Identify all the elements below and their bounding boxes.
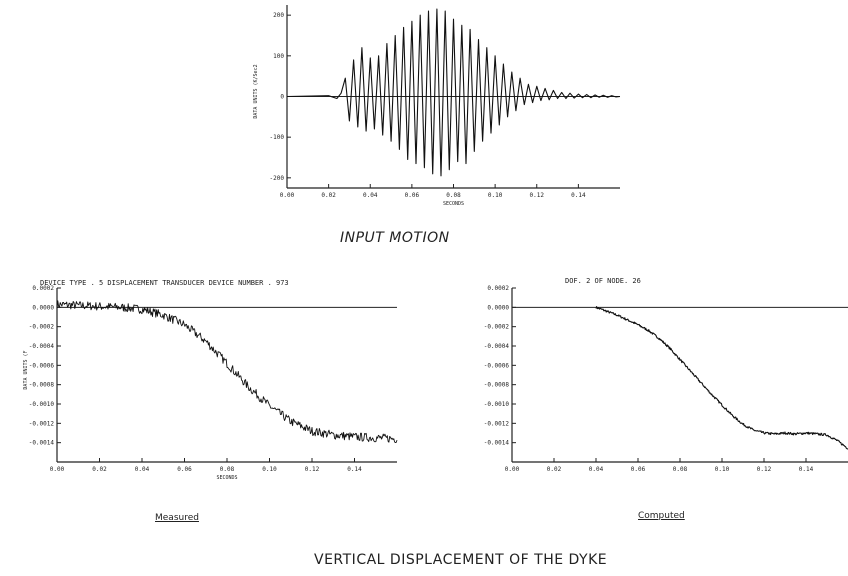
measured-x-tick-label: 0.14 (347, 466, 362, 473)
computed-y-tick-label: -0.0004 (484, 343, 510, 350)
figure-title: VERTICAL DISPLACEMENT OF THE DYKE (314, 552, 608, 568)
computed-x-tick-label: 0.00 (505, 466, 520, 473)
computed-x-tick-label: 0.06 (631, 466, 646, 473)
measured-y-axis-label: DATA UNITS (F (23, 350, 29, 389)
measured-y-tick-label: -0.0004 (29, 343, 55, 350)
computed-caption: Computed (638, 511, 685, 521)
computed-y-tick-label: -0.0002 (484, 324, 510, 331)
measured-x-axis-label: SECONDS (216, 475, 237, 481)
input-x-tick-label: 0.06 (405, 192, 420, 199)
measured-series-line (56, 300, 398, 443)
measured-caption: Measured (155, 513, 199, 523)
computed-y-tick-label: -0.0010 (484, 401, 510, 408)
input-motion-chart: 0.00 0.02 0.04 0.06 0.08 0.10 0.12 0.14 200 100 0 -… (253, 5, 621, 207)
measured-y-tick-label: 0.0002 (32, 285, 54, 292)
input-y-tick-label: 100 (273, 53, 284, 60)
measured-y-tick-label: -0.0014 (29, 440, 55, 447)
input-y-axis-label: DATA UNITS (K/Sec2 (253, 64, 259, 118)
measured-displacement-chart: 0.00 0.02 0.04 0.06 0.08 0.10 0.12 0.14 0.0002 0.… (23, 279, 398, 481)
computed-x-tick-label: 0.04 (589, 466, 604, 473)
computed-series-line (595, 306, 848, 450)
input-y-tick-label: 200 (273, 12, 284, 19)
input-x-tick-label: 0.00 (280, 192, 295, 199)
computed-y-tick-label: -0.0006 (484, 362, 510, 369)
measured-x-tick-label: 0.02 (92, 466, 107, 473)
input-x-tick-label: 0.02 (321, 192, 336, 199)
computed-chart-title: DOF. 2 OF NODE. 26 (565, 277, 641, 285)
input-y-tick-label: 0 (280, 94, 284, 101)
measured-x-tick-label: 0.06 (177, 466, 192, 473)
computed-y-tick-label: -0.0014 (484, 440, 510, 447)
computed-x-tick-label: 0.02 (547, 466, 562, 473)
measured-x-tick-label: 0.12 (305, 466, 320, 473)
measured-y-tick-label: -0.0002 (29, 324, 55, 331)
input-motion-caption: INPUT MOTION (340, 230, 450, 246)
computed-x-tick-label: 0.10 (715, 466, 730, 473)
computed-y-tick-label: -0.0008 (484, 382, 510, 389)
measured-y-tick-label: -0.0010 (29, 401, 55, 408)
measured-x-tick-label: 0.04 (135, 466, 150, 473)
input-x-axis-label: SECONDS (443, 201, 464, 207)
measured-chart-title: DEVICE TYPE . 5 DISPLACEMENT TRANSDUCER … (40, 279, 289, 287)
computed-x-tick-label: 0.08 (673, 466, 688, 473)
computed-y-tick-label: 0.0000 (487, 304, 509, 311)
computed-y-tick-label: 0.0002 (487, 285, 509, 292)
computed-x-tick-label: 0.14 (799, 466, 814, 473)
computed-y-tick-label: -0.0012 (484, 420, 510, 427)
measured-y-tick-label: -0.0008 (29, 382, 55, 389)
measured-y-tick-label: -0.0006 (29, 362, 55, 369)
computed-x-tick-label: 0.12 (757, 466, 772, 473)
measured-x-tick-label: 0.00 (50, 466, 65, 473)
computed-displacement-chart: 0.00 0.02 0.04 0.06 0.08 0.10 0.12 0.14 0.0002 0.… (484, 277, 848, 473)
measured-x-tick-label: 0.08 (220, 466, 235, 473)
input-x-tick-label: 0.14 (571, 192, 586, 199)
input-y-tick-label: -100 (270, 134, 285, 141)
input-x-tick-label: 0.12 (530, 192, 545, 199)
measured-x-tick-label: 0.10 (262, 466, 277, 473)
input-series-line (286, 8, 621, 177)
input-x-tick-label: 0.10 (488, 192, 503, 199)
input-x-tick-label: 0.08 (446, 192, 461, 199)
input-y-tick-label: -200 (270, 175, 285, 182)
input-x-tick-label: 0.04 (363, 192, 378, 199)
measured-y-tick-label: -0.0012 (29, 420, 55, 427)
measured-y-tick-label: 0.0000 (32, 304, 54, 311)
